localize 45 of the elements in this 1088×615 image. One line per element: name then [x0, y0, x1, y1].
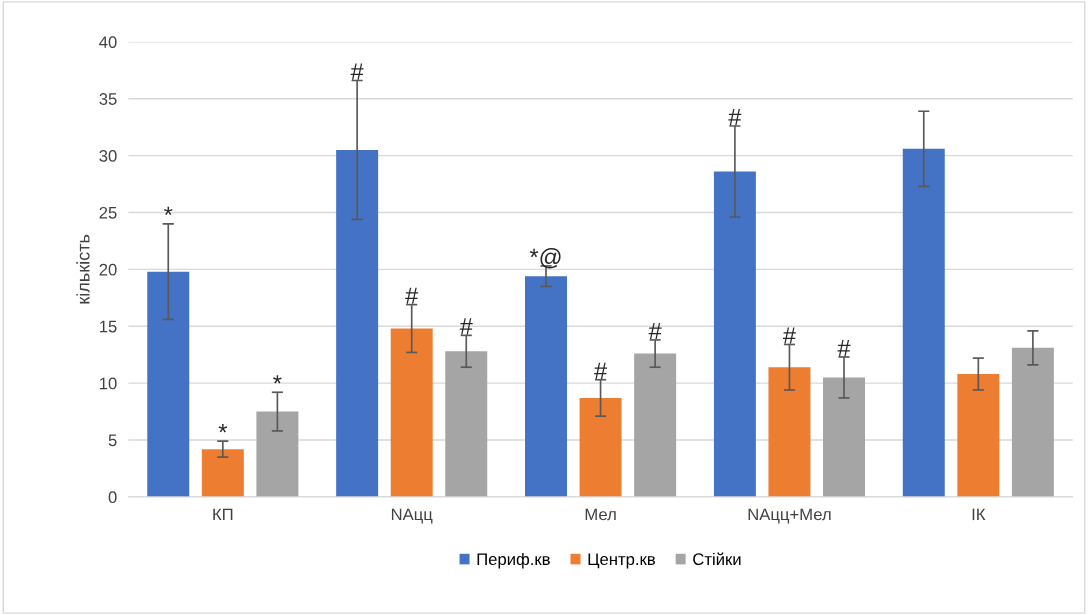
y-tick-label: 5	[108, 434, 117, 447]
legend-label: Периф.кв	[477, 552, 550, 569]
bar	[1011, 347, 1054, 497]
data-label: *	[273, 375, 282, 384]
bar	[713, 171, 756, 497]
y-tick-label: 20	[99, 263, 117, 276]
bar	[823, 377, 865, 497]
data-label: *@	[529, 248, 561, 269]
bar	[256, 411, 299, 497]
bar	[525, 276, 567, 497]
y-tick-label: 15	[100, 320, 117, 333]
data-label: #	[837, 339, 851, 357]
bar	[147, 271, 190, 497]
data-label: #	[405, 287, 419, 304]
data-label: #	[594, 362, 608, 379]
x-tick-label: NAцц+Мел	[748, 508, 831, 524]
data-label: #	[648, 322, 662, 340]
bar	[445, 351, 488, 497]
data-label: #	[459, 318, 473, 335]
data-label: #	[350, 63, 364, 80]
data-label: #	[728, 109, 742, 126]
bar	[390, 328, 433, 497]
y-tick-label: 10	[100, 377, 117, 390]
bar	[768, 367, 811, 497]
bar	[336, 149, 379, 497]
x-tick-label: Мел	[585, 508, 616, 521]
x-tick-label: ІК	[972, 508, 986, 521]
bar	[634, 353, 677, 497]
data-label: #	[782, 327, 796, 344]
y-axis-title: кількість	[76, 234, 90, 304]
data-label: *	[164, 206, 173, 216]
y-tick-label: 40	[99, 36, 117, 49]
y-tick-label: 0	[108, 491, 117, 504]
legend-label: Центр.кв	[588, 553, 655, 569]
legend-label: Стійки	[693, 552, 741, 566]
x-tick-label: КП	[213, 508, 233, 521]
data-label: *	[218, 424, 228, 433]
bar	[902, 148, 945, 497]
bar	[579, 397, 622, 497]
bar	[201, 449, 244, 497]
y-tick-label: 30	[99, 150, 117, 162]
x-tick-label: NAцц	[391, 508, 433, 524]
y-tick-label: 25	[99, 206, 117, 219]
bar	[957, 374, 1000, 497]
y-tick-label: 35	[99, 93, 117, 105]
